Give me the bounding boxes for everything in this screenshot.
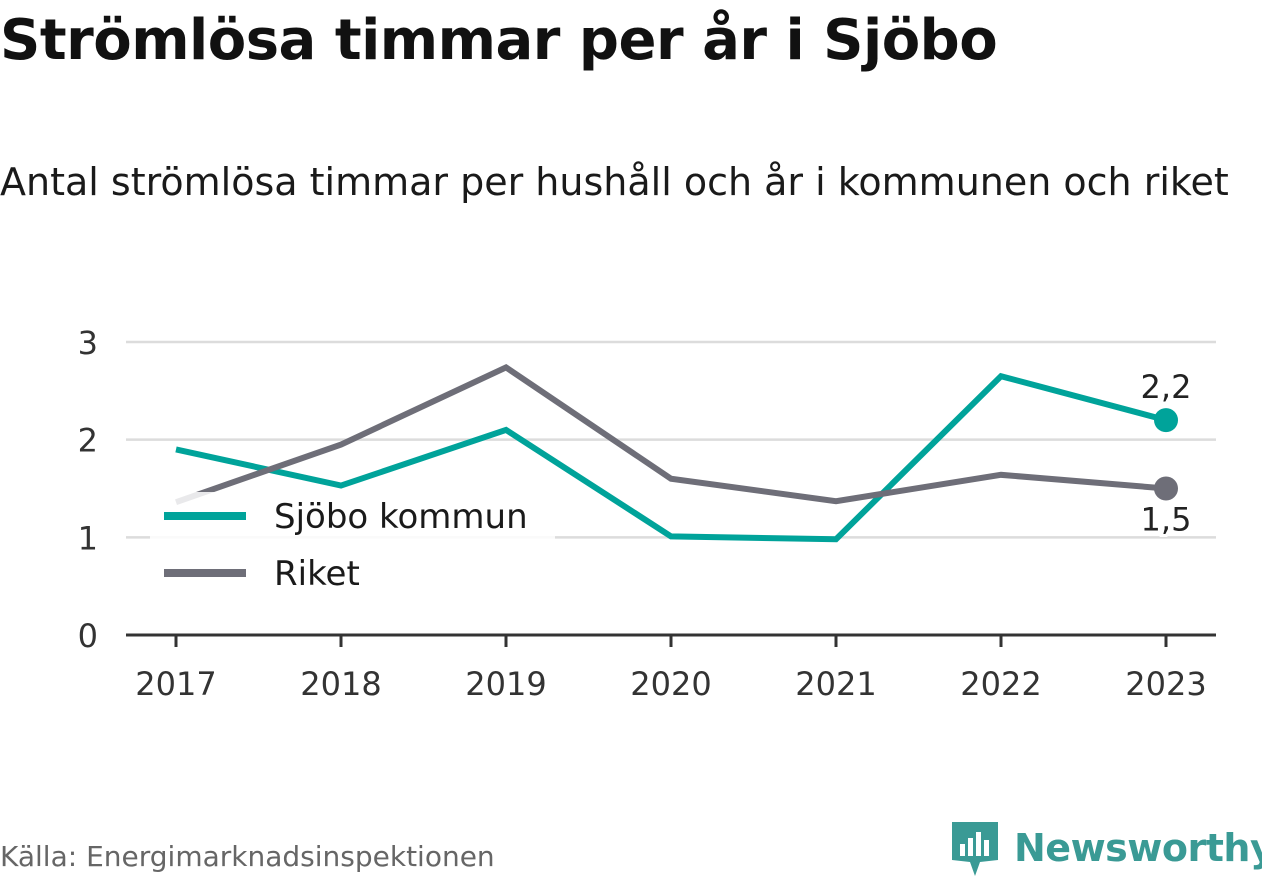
x-tick-label: 2018 [300, 665, 381, 703]
source-note: Källa: Energimarknadsinspektionen [0, 840, 495, 873]
y-tick-label: 1 [78, 519, 98, 557]
series-line [175, 363, 1167, 506]
x-tick-label: 2023 [1125, 665, 1206, 703]
x-tick-label: 2021 [795, 665, 876, 703]
x-tick-label: 2022 [960, 665, 1041, 703]
end-point [1154, 476, 1178, 501]
legend-background [150, 492, 555, 600]
chart-title: Strömlösa timmar per år i Sjöbo [0, 8, 998, 73]
newsworthy-logo-icon [952, 822, 998, 876]
y-tick-label: 2 [78, 422, 98, 460]
brand-name: Newsworthy [1014, 826, 1262, 870]
x-tick-label: 2019 [465, 665, 546, 703]
y-axis-ticks: 0 1 2 3 [78, 324, 98, 655]
legend: Sjöbo kommun Riket [150, 492, 555, 600]
end-label: 2,2 [1141, 368, 1192, 406]
end-point [1154, 408, 1178, 433]
series-line [175, 372, 1167, 543]
x-tick-label: 2017 [135, 665, 216, 703]
y-tick-label: 0 [78, 617, 98, 655]
series-lines [175, 363, 1167, 543]
end-labels: 2,2 1,5 [1138, 365, 1195, 541]
end-label: 1,5 [1141, 501, 1192, 539]
y-tick-label: 3 [78, 324, 98, 362]
x-tick-label: 2020 [630, 665, 711, 703]
x-axis: 2017 2018 2019 2020 2021 2022 2023 [126, 633, 1216, 703]
chart-subtitle: Antal strömlösa timmar per hushåll och å… [0, 160, 1229, 204]
legend-label: Riket [274, 554, 360, 594]
brand-logo: Newsworthy [950, 818, 1262, 878]
legend-label: Sjöbo kommun [274, 497, 528, 537]
